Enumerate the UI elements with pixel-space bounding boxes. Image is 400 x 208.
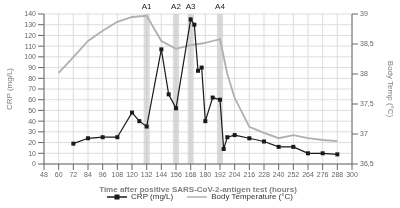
svg-text:Body Temp (°C): Body Temp (°C) [386, 61, 392, 118]
svg-text:264: 264 [302, 171, 314, 178]
svg-text:192: 192 [214, 171, 226, 178]
svg-text:60: 60 [28, 96, 36, 103]
svg-text:140: 140 [24, 10, 36, 17]
svg-text:A3: A3 [186, 2, 196, 11]
svg-text:168: 168 [185, 171, 197, 178]
svg-text:0: 0 [32, 160, 36, 167]
svg-text:132: 132 [141, 171, 153, 178]
svg-text:A1: A1 [142, 2, 152, 11]
html-text:CRP (mg/L): CRP (mg/L) [131, 192, 174, 201]
svg-text:228: 228 [258, 171, 270, 178]
svg-text:110: 110 [25, 43, 36, 50]
svg-text:108: 108 [111, 171, 123, 178]
svg-text:60: 60 [55, 171, 63, 178]
svg-text:CRP (mg/L): CRP (mg/L) [8, 68, 14, 110]
svg-text:37,5: 37,5 [360, 100, 374, 107]
svg-text:40: 40 [28, 118, 36, 125]
svg-text:39: 39 [360, 10, 368, 17]
svg-text:Time after positive SARS-CoV-2: Time after positive SARS-CoV-2-antigen t… [99, 185, 297, 194]
svg-text:80: 80 [28, 75, 36, 82]
svg-text:252: 252 [287, 171, 299, 178]
svg-text:96: 96 [99, 171, 107, 178]
svg-text:50: 50 [28, 107, 36, 114]
svg-text:130: 130 [24, 21, 36, 28]
svg-text:72: 72 [69, 171, 77, 178]
svg-text:120: 120 [24, 32, 36, 39]
svg-text:20: 20 [28, 139, 36, 146]
svg-text:37: 37 [360, 130, 368, 137]
svg-text:144: 144 [155, 171, 167, 178]
svg-text:A4: A4 [215, 2, 225, 11]
svg-text:38: 38 [360, 70, 368, 77]
svg-text:156: 156 [170, 171, 182, 178]
svg-text:300: 300 [346, 171, 358, 178]
svg-text:204: 204 [229, 171, 241, 178]
svg-text:240: 240 [273, 171, 285, 178]
svg-text:180: 180 [199, 171, 211, 178]
svg-text:276: 276 [317, 171, 329, 178]
svg-text:288: 288 [331, 171, 343, 178]
svg-text:10: 10 [28, 150, 36, 157]
svg-text:100: 100 [24, 53, 36, 60]
svg-text:30: 30 [28, 128, 36, 135]
html-text:Body Temperature (°C): Body Temperature (°C) [211, 192, 293, 201]
svg-text:36,5: 36,5 [360, 160, 374, 167]
svg-text:216: 216 [243, 171, 255, 178]
svg-text:38,5: 38,5 [360, 40, 374, 47]
svg-text:120: 120 [126, 171, 138, 178]
svg-text:48: 48 [40, 171, 48, 178]
svg-text:A2: A2 [171, 2, 181, 11]
svg-text:84: 84 [84, 171, 92, 178]
svg-text:90: 90 [28, 64, 36, 71]
svg-text:70: 70 [28, 85, 36, 92]
